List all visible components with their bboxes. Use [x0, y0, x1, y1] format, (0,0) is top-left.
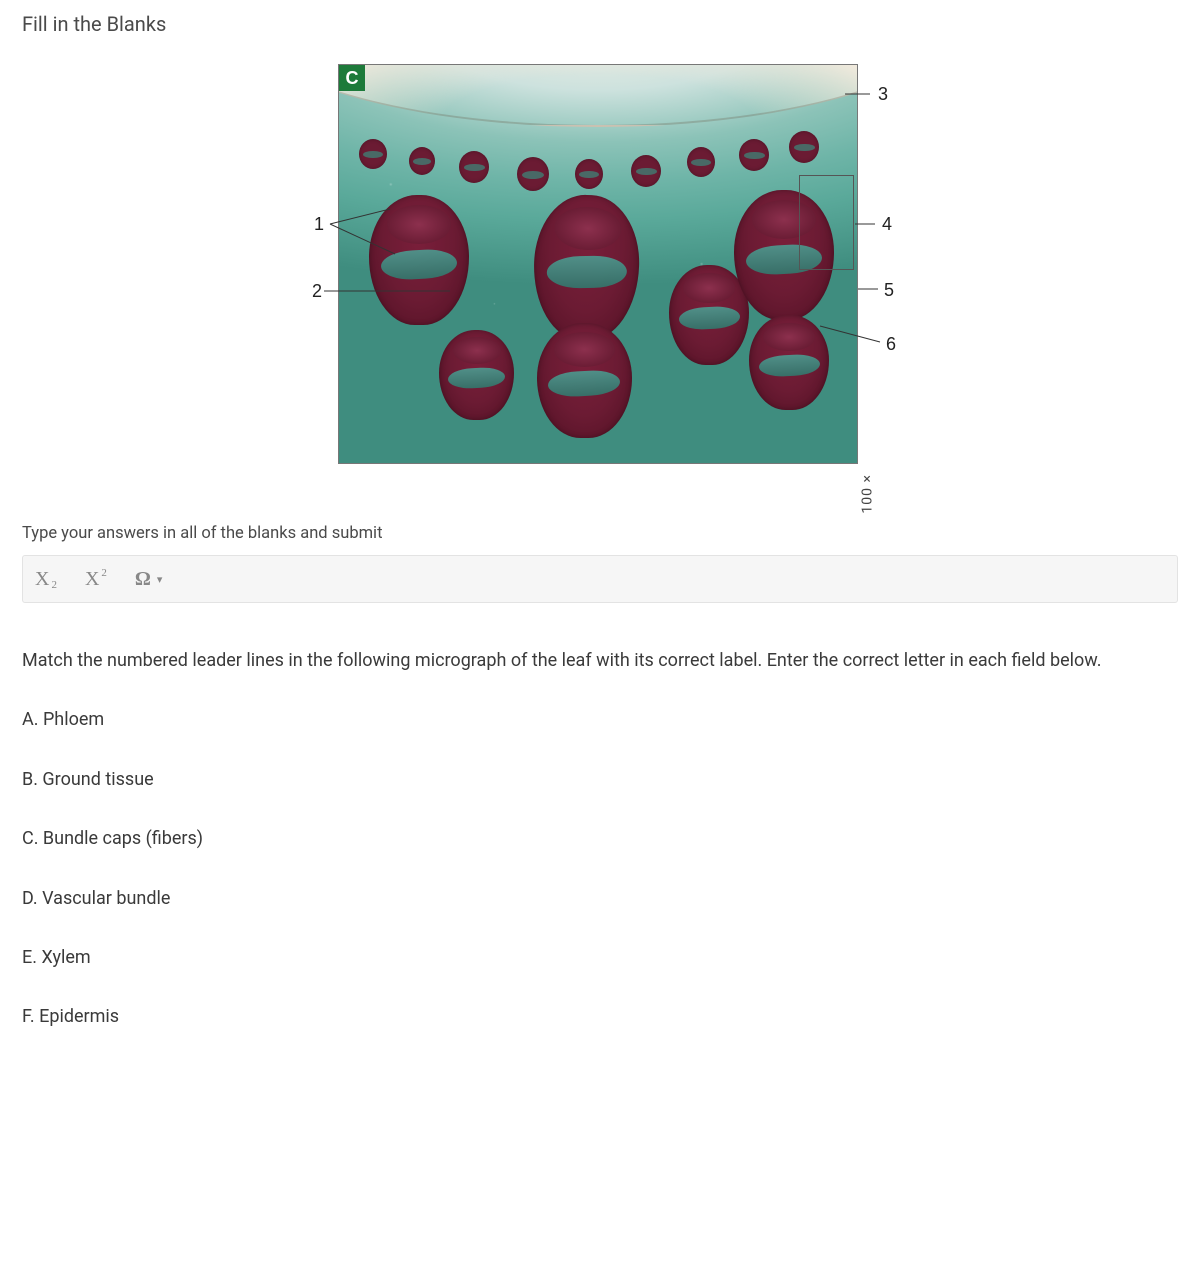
small-bundle	[631, 155, 661, 187]
superscript-button[interactable]: X2	[85, 568, 107, 591]
subscript-button[interactable]: X2	[35, 568, 57, 591]
small-bundle	[359, 139, 387, 169]
small-bundle	[739, 139, 769, 171]
symbols-button[interactable]: Ω▾	[135, 568, 163, 591]
vascular-bundle	[669, 265, 749, 365]
small-bundle	[409, 147, 435, 175]
leader-label-3: 3	[878, 84, 888, 105]
subscript-2: 2	[51, 579, 57, 591]
vascular-bundle	[749, 315, 829, 410]
option-e: E. Xylem	[22, 928, 1178, 987]
caret-down-icon: ▾	[157, 573, 163, 586]
small-bundle	[789, 131, 819, 163]
micrograph-image: C	[338, 64, 858, 464]
option-a: A. Phloem	[22, 690, 1178, 749]
small-bundle	[517, 157, 549, 191]
callout-rectangle	[799, 175, 854, 270]
question-title: Fill in the Blanks	[22, 12, 1178, 36]
small-bundle	[575, 159, 603, 189]
editor-toolbar: X2 X2 Ω▾	[22, 555, 1178, 603]
superscript-2: 2	[101, 567, 107, 579]
question-text: Match the numbered leader lines in the f…	[22, 631, 1178, 690]
question-page: Fill in the Blanks C	[0, 0, 1200, 1077]
instruction-text: Type your answers in all of the blanks a…	[22, 524, 1178, 543]
small-bundle	[687, 147, 715, 177]
superscript-x: X	[85, 568, 99, 591]
option-f: F. Epidermis	[22, 987, 1178, 1046]
vascular-bundle	[439, 330, 514, 420]
leader-label-2: 2	[312, 281, 322, 302]
leader-label-1: 1	[314, 214, 324, 235]
option-b: B. Ground tissue	[22, 750, 1178, 809]
option-d: D. Vascular bundle	[22, 869, 1178, 928]
micrograph-figure: C 1 2 3 4 5 6 100 ×	[290, 64, 910, 484]
leader-label-4: 4	[882, 214, 892, 235]
vascular-bundle	[537, 323, 632, 438]
omega-icon: Ω	[135, 568, 151, 591]
leader-label-5: 5	[884, 280, 894, 301]
vascular-bundle	[369, 195, 469, 325]
panel-badge: C	[339, 65, 365, 91]
magnification-label: 100 ×	[860, 474, 876, 514]
option-c: C. Bundle caps (fibers)	[22, 809, 1178, 868]
subscript-x: X	[35, 568, 49, 591]
small-bundle	[459, 151, 489, 183]
leader-label-6: 6	[886, 334, 896, 355]
